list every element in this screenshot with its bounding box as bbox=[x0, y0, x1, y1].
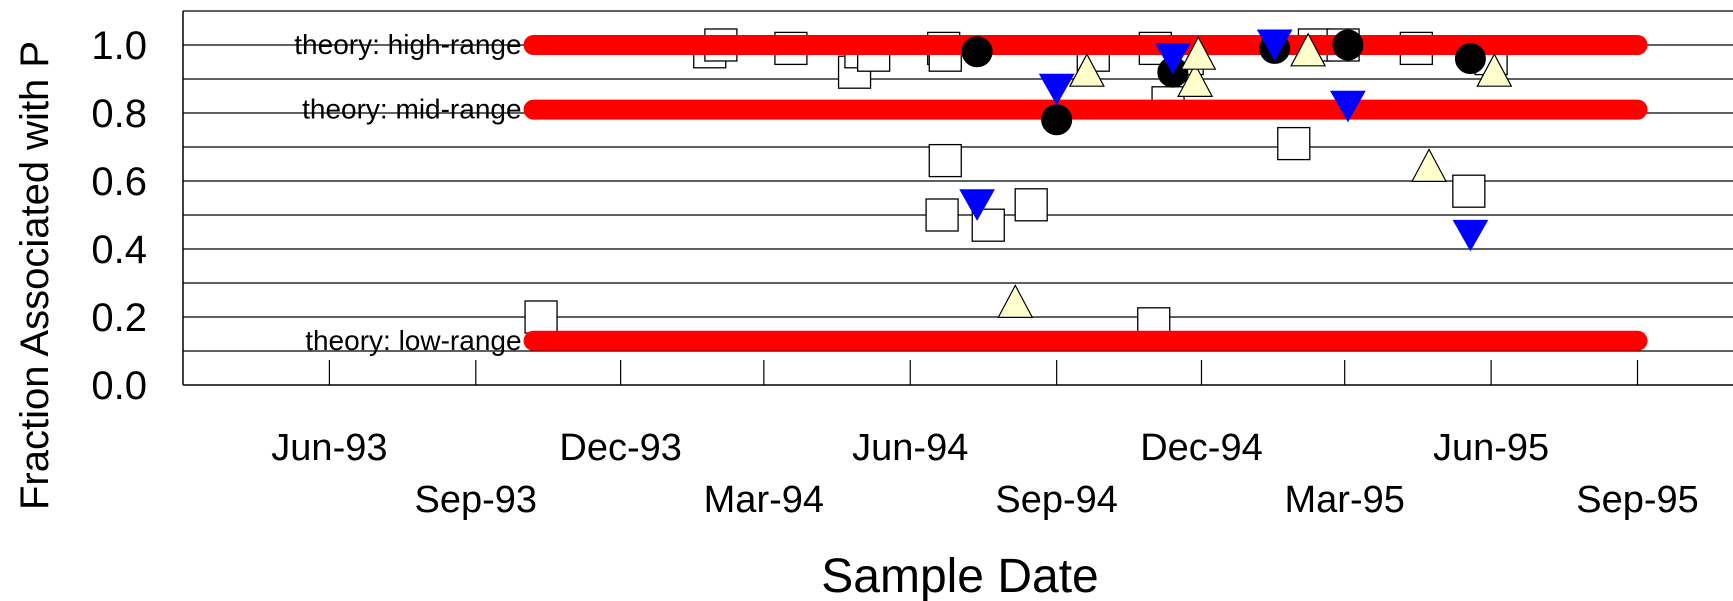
data-point bbox=[1452, 174, 1486, 208]
y-tick-labels: 0.0 0.2 0.4 0.6 0.8 1.0 bbox=[91, 24, 147, 408]
y-tick-label: 0.6 bbox=[91, 160, 147, 204]
reference-line-label: theory: mid-range bbox=[302, 94, 521, 125]
data-point bbox=[961, 36, 993, 68]
data-point bbox=[1256, 29, 1293, 62]
x-tick-label: Dec-94 bbox=[1140, 427, 1263, 469]
data-point bbox=[1476, 52, 1513, 87]
x-tick-label: Jun-94 bbox=[852, 427, 968, 469]
data-point bbox=[1038, 73, 1075, 106]
data-point bbox=[959, 189, 995, 221]
data-point bbox=[1041, 104, 1073, 136]
x-tick-marks bbox=[328, 360, 1639, 385]
reference-lines bbox=[523, 35, 1648, 351]
data-point bbox=[1177, 63, 1214, 98]
data-point bbox=[524, 300, 558, 334]
data-point bbox=[997, 284, 1034, 318]
data-point bbox=[1277, 126, 1311, 161]
reference-line-label: theory: high-range bbox=[294, 29, 521, 60]
data-point bbox=[1068, 52, 1105, 87]
x-tick-label: Mar-95 bbox=[1285, 479, 1405, 521]
data-point bbox=[1290, 32, 1327, 67]
x-tick-label: Jun-95 bbox=[1433, 427, 1549, 469]
data-point bbox=[925, 198, 959, 232]
data-point bbox=[1452, 219, 1489, 252]
data-point bbox=[928, 143, 962, 178]
data-point bbox=[1411, 148, 1448, 182]
x-tick-label: Sep-94 bbox=[995, 479, 1118, 521]
data-point bbox=[1014, 188, 1048, 222]
x-tick-label: Jun-93 bbox=[271, 427, 387, 469]
axes bbox=[182, 11, 1733, 386]
x-tick-label: Sep-93 bbox=[415, 479, 538, 521]
x-axis-title: Sample Date bbox=[821, 550, 1098, 601]
data-points-front bbox=[959, 29, 1513, 318]
y-tick-label: 0.8 bbox=[91, 92, 147, 136]
y-axis-title: Fraction Associated with P bbox=[13, 41, 57, 510]
x-tick-label: Mar-94 bbox=[704, 479, 824, 521]
y-tick-label: 1.0 bbox=[91, 24, 147, 68]
data-point bbox=[1332, 29, 1364, 61]
reference-line-label: theory: low-range bbox=[305, 325, 521, 356]
y-tick-label: 0.0 bbox=[91, 364, 147, 408]
data-point bbox=[1154, 43, 1191, 75]
reference-line-labels: theory: high-range theory: mid-range theor… bbox=[294, 29, 521, 356]
x-tick-label: Dec-93 bbox=[559, 427, 682, 469]
y-tick-label: 0.2 bbox=[91, 296, 147, 340]
x-tick-labels: Jun-93 Sep-93 Dec-93 Mar-94 Jun-94 Sep-94 Dec-… bbox=[271, 427, 1698, 521]
data-point bbox=[1180, 35, 1217, 70]
data-point bbox=[1330, 90, 1366, 123]
x-tick-label: Sep-95 bbox=[1576, 479, 1699, 521]
y-tick-label: 0.4 bbox=[91, 228, 147, 272]
data-point bbox=[1454, 43, 1486, 75]
